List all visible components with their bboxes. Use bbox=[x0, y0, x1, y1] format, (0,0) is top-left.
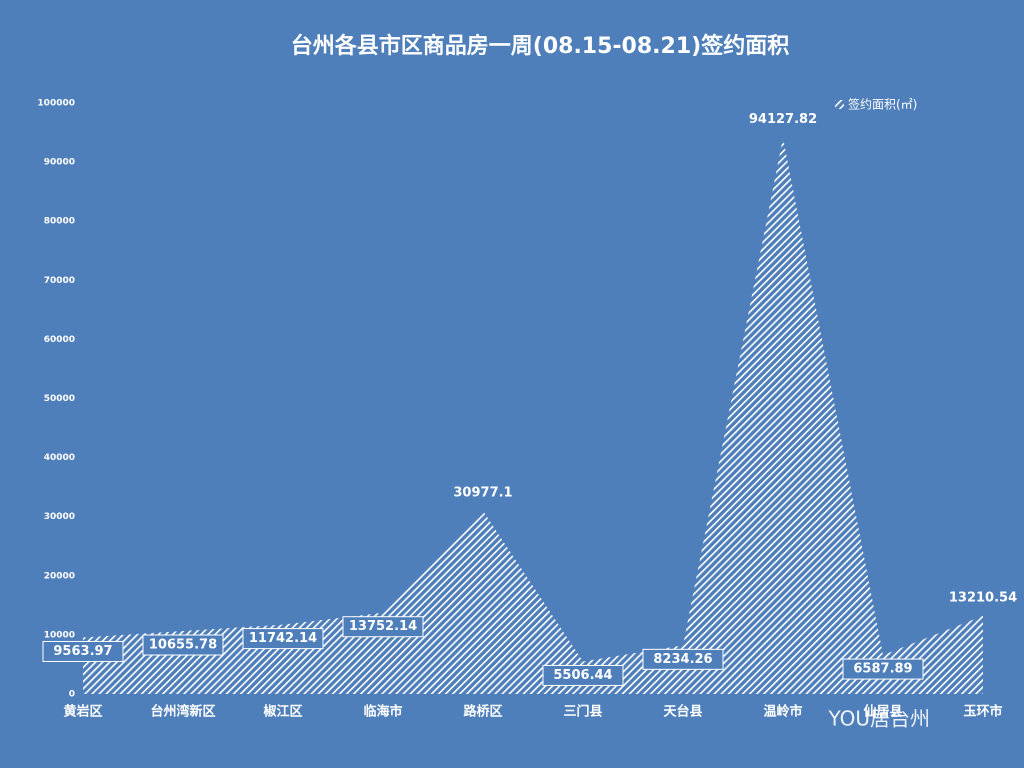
data-label: 13210.54 bbox=[949, 590, 1017, 605]
y-tick-label: 60000 bbox=[44, 335, 75, 345]
y-tick-label: 10000 bbox=[44, 630, 75, 640]
y-tick-label: 90000 bbox=[44, 158, 75, 168]
data-label-box bbox=[842, 658, 924, 680]
chart-title: 台州各县市区商品房一周(08.15-08.21)签约面积 bbox=[291, 33, 789, 59]
data-label: 9563.97 bbox=[53, 644, 112, 659]
x-tick-label: 椒江区 bbox=[263, 704, 302, 720]
data-label: 13752.14 bbox=[349, 619, 417, 634]
y-tick-label: 40000 bbox=[44, 453, 75, 463]
data-label: 5506.44 bbox=[553, 668, 612, 683]
data-label-box bbox=[42, 640, 124, 662]
y-tick-label: 50000 bbox=[44, 394, 75, 404]
y-tick-label: 0 bbox=[69, 690, 75, 700]
legend-swatch bbox=[835, 100, 844, 109]
y-tick-label: 20000 bbox=[44, 571, 75, 581]
data-label: 11742.14 bbox=[249, 631, 317, 646]
y-tick-label: 100000 bbox=[37, 99, 75, 109]
x-tick-label: 台州湾新区 bbox=[150, 704, 215, 720]
y-tick-label: 30000 bbox=[44, 512, 75, 522]
legend-label: 签约面积(㎡) bbox=[848, 97, 917, 112]
data-label-box bbox=[542, 664, 624, 686]
data-label: 8234.26 bbox=[653, 652, 712, 667]
x-tick-label: 温岭市 bbox=[763, 704, 802, 720]
y-tick-label: 70000 bbox=[44, 276, 75, 286]
data-label-box bbox=[242, 628, 324, 650]
data-label-box bbox=[342, 616, 424, 638]
data-label: 94127.82 bbox=[749, 112, 817, 127]
data-label: 30977.1 bbox=[453, 485, 512, 500]
x-tick-label: 路桥区 bbox=[463, 704, 502, 720]
watermark: YOU居台州 bbox=[827, 707, 930, 731]
data-label-box bbox=[642, 648, 724, 670]
x-tick-label: 天台县 bbox=[663, 704, 702, 720]
data-label-box bbox=[943, 587, 1023, 608]
x-tick-label: 三门县 bbox=[563, 704, 602, 720]
data-label-box bbox=[142, 634, 224, 656]
y-tick-label: 80000 bbox=[44, 217, 75, 227]
data-label-box bbox=[443, 482, 523, 503]
data-label: 6587.89 bbox=[853, 662, 912, 677]
x-tick-label: 临海市 bbox=[363, 704, 402, 720]
data-label: 10655.78 bbox=[149, 638, 217, 653]
data-label-box bbox=[743, 109, 823, 130]
area bbox=[83, 137, 983, 694]
x-tick-label: 玉环市 bbox=[963, 704, 1002, 720]
x-tick-label: 黄岩区 bbox=[63, 704, 102, 720]
x-tick-label: 仙居县 bbox=[863, 704, 902, 720]
